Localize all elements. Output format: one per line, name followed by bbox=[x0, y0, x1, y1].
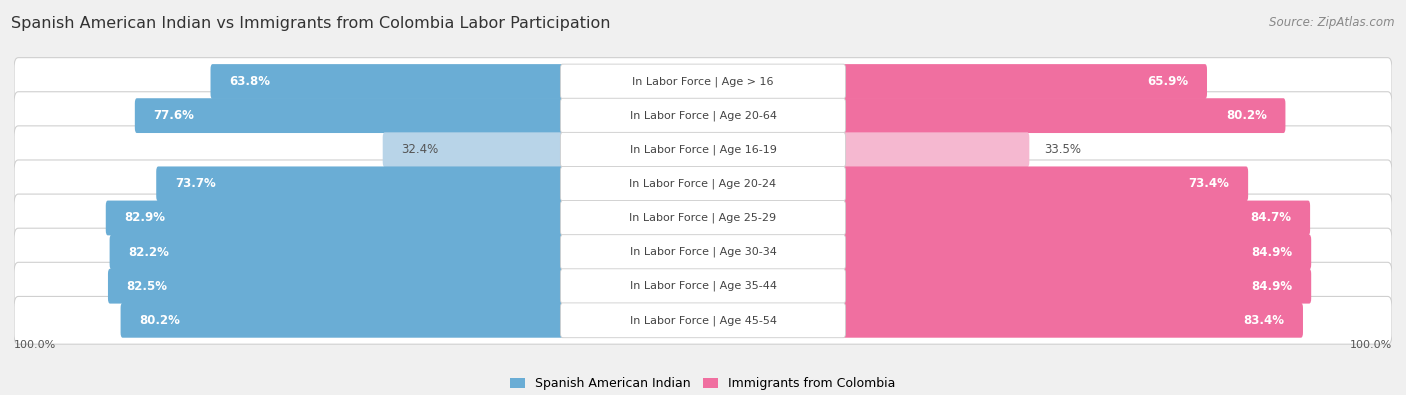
Text: 80.2%: 80.2% bbox=[139, 314, 180, 327]
Text: 84.9%: 84.9% bbox=[1251, 246, 1292, 259]
FancyBboxPatch shape bbox=[105, 201, 565, 235]
FancyBboxPatch shape bbox=[14, 194, 1392, 242]
Text: 82.9%: 82.9% bbox=[124, 211, 166, 224]
FancyBboxPatch shape bbox=[561, 132, 845, 167]
FancyBboxPatch shape bbox=[14, 262, 1392, 310]
Text: 100.0%: 100.0% bbox=[1350, 340, 1392, 350]
Text: Spanish American Indian vs Immigrants from Colombia Labor Participation: Spanish American Indian vs Immigrants fr… bbox=[11, 16, 610, 31]
FancyBboxPatch shape bbox=[14, 228, 1392, 276]
Text: 84.7%: 84.7% bbox=[1250, 211, 1292, 224]
FancyBboxPatch shape bbox=[135, 98, 565, 133]
FancyBboxPatch shape bbox=[561, 98, 845, 133]
Text: 83.4%: 83.4% bbox=[1243, 314, 1284, 327]
FancyBboxPatch shape bbox=[382, 132, 565, 167]
Text: 73.7%: 73.7% bbox=[174, 177, 215, 190]
Text: In Labor Force | Age 25-29: In Labor Force | Age 25-29 bbox=[630, 213, 776, 223]
FancyBboxPatch shape bbox=[841, 201, 1310, 235]
Text: 63.8%: 63.8% bbox=[229, 75, 270, 88]
FancyBboxPatch shape bbox=[561, 303, 845, 338]
FancyBboxPatch shape bbox=[14, 296, 1392, 344]
FancyBboxPatch shape bbox=[14, 92, 1392, 139]
Text: 80.2%: 80.2% bbox=[1226, 109, 1267, 122]
Text: In Labor Force | Age 16-19: In Labor Force | Age 16-19 bbox=[630, 145, 776, 155]
FancyBboxPatch shape bbox=[108, 269, 565, 304]
FancyBboxPatch shape bbox=[841, 98, 1285, 133]
Text: 33.5%: 33.5% bbox=[1043, 143, 1081, 156]
Text: 82.2%: 82.2% bbox=[128, 246, 169, 259]
FancyBboxPatch shape bbox=[561, 235, 845, 269]
Text: Source: ZipAtlas.com: Source: ZipAtlas.com bbox=[1270, 16, 1395, 29]
Text: 32.4%: 32.4% bbox=[401, 143, 439, 156]
Text: In Labor Force | Age 35-44: In Labor Force | Age 35-44 bbox=[630, 281, 776, 292]
FancyBboxPatch shape bbox=[121, 303, 565, 338]
FancyBboxPatch shape bbox=[841, 166, 1249, 201]
Text: 77.6%: 77.6% bbox=[153, 109, 194, 122]
FancyBboxPatch shape bbox=[211, 64, 565, 99]
FancyBboxPatch shape bbox=[561, 269, 845, 304]
FancyBboxPatch shape bbox=[561, 64, 845, 99]
Text: 82.5%: 82.5% bbox=[127, 280, 167, 293]
FancyBboxPatch shape bbox=[841, 132, 1029, 167]
FancyBboxPatch shape bbox=[110, 235, 565, 269]
FancyBboxPatch shape bbox=[841, 64, 1206, 99]
FancyBboxPatch shape bbox=[14, 58, 1392, 105]
FancyBboxPatch shape bbox=[561, 201, 845, 235]
Text: 100.0%: 100.0% bbox=[14, 340, 56, 350]
Text: In Labor Force | Age 45-54: In Labor Force | Age 45-54 bbox=[630, 315, 776, 325]
Text: 84.9%: 84.9% bbox=[1251, 280, 1292, 293]
Text: In Labor Force | Age 20-24: In Labor Force | Age 20-24 bbox=[630, 179, 776, 189]
FancyBboxPatch shape bbox=[841, 303, 1303, 338]
Legend: Spanish American Indian, Immigrants from Colombia: Spanish American Indian, Immigrants from… bbox=[505, 372, 901, 395]
FancyBboxPatch shape bbox=[14, 126, 1392, 174]
Text: In Labor Force | Age 20-64: In Labor Force | Age 20-64 bbox=[630, 110, 776, 121]
FancyBboxPatch shape bbox=[14, 160, 1392, 208]
FancyBboxPatch shape bbox=[841, 269, 1312, 304]
FancyBboxPatch shape bbox=[156, 166, 565, 201]
Text: In Labor Force | Age > 16: In Labor Force | Age > 16 bbox=[633, 76, 773, 87]
FancyBboxPatch shape bbox=[561, 166, 845, 201]
Text: In Labor Force | Age 30-34: In Labor Force | Age 30-34 bbox=[630, 247, 776, 257]
Text: 65.9%: 65.9% bbox=[1147, 75, 1188, 88]
FancyBboxPatch shape bbox=[841, 235, 1312, 269]
Text: 73.4%: 73.4% bbox=[1188, 177, 1229, 190]
